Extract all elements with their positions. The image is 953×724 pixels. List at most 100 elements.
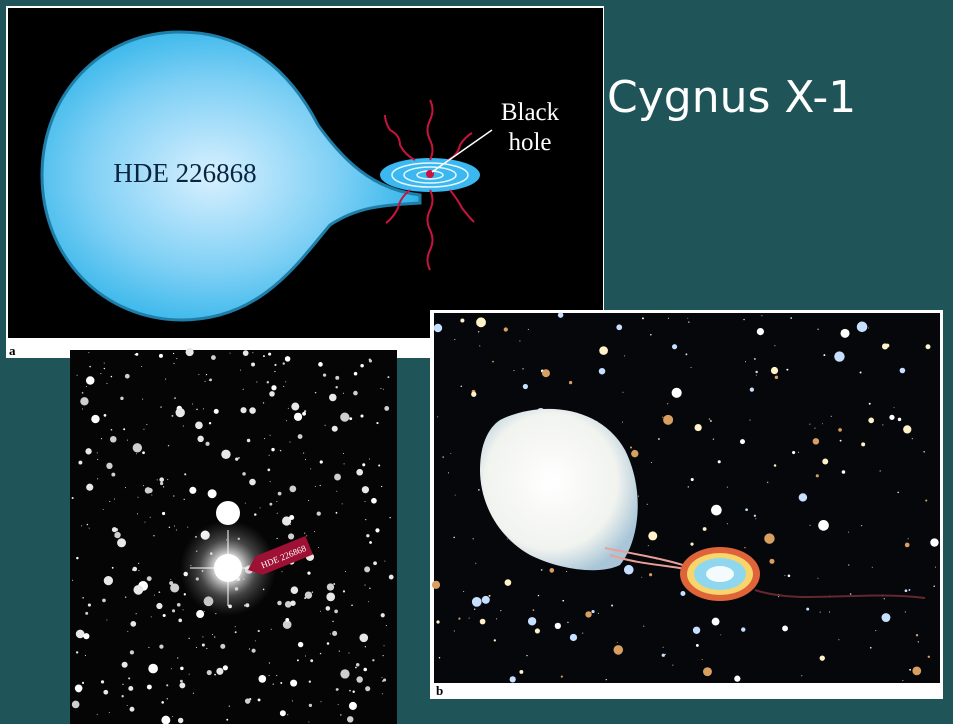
star-dot [85, 655, 86, 656]
star-dot [307, 571, 310, 574]
star-dot [138, 587, 139, 588]
star-dot [138, 570, 139, 571]
star-dot [745, 508, 748, 511]
star-dot [97, 478, 98, 479]
star-dot [667, 403, 668, 404]
star-dot [170, 583, 179, 592]
star-dot [923, 451, 924, 452]
star-dot [172, 716, 173, 717]
star-dot [153, 535, 154, 536]
star-dot [348, 652, 349, 653]
star-dot [814, 428, 815, 429]
star-dot [160, 406, 161, 407]
star-dot [869, 403, 871, 405]
star-dot [905, 543, 910, 548]
star-dot [475, 563, 476, 564]
star-dot [582, 633, 583, 634]
star-dot [569, 381, 572, 384]
star-dot [720, 634, 721, 635]
star-dot [336, 491, 337, 492]
star-dot [685, 353, 687, 355]
star-dot [926, 344, 931, 349]
star-dot [243, 350, 249, 356]
star-dot [189, 487, 196, 494]
star-dot [448, 472, 449, 473]
star-dot [386, 625, 387, 626]
star-dot [570, 634, 577, 641]
star-dot [171, 415, 173, 417]
star-dot [104, 368, 105, 369]
star-dot [352, 691, 354, 693]
star-dot [894, 407, 895, 408]
star-dot [816, 474, 819, 477]
star-dot [156, 603, 162, 609]
star-dot [365, 686, 370, 691]
star-dot [75, 684, 83, 692]
star-dot [178, 718, 183, 723]
star-dot [872, 567, 873, 568]
star-dot [138, 497, 139, 498]
star-dot [308, 721, 309, 722]
star-dot [220, 644, 225, 649]
star-dot [130, 707, 135, 712]
star-dot [810, 525, 811, 526]
star-dot [76, 630, 85, 639]
star-dot [366, 534, 369, 537]
figure-label: a [9, 343, 16, 358]
star-dot [122, 684, 123, 685]
star-dot [133, 443, 142, 452]
star-dot [786, 369, 788, 371]
star-dot [606, 679, 607, 680]
star-dot [147, 686, 148, 687]
star-dot [226, 719, 228, 721]
star-dot [325, 425, 326, 426]
star-dot [513, 370, 514, 371]
star-dot [349, 417, 352, 420]
star-dot [83, 633, 89, 639]
star-dot [798, 452, 799, 453]
star-dot [340, 714, 341, 715]
star-dot [230, 353, 231, 354]
star-dot [290, 680, 297, 687]
star-dot [329, 394, 337, 402]
star-dot [306, 535, 307, 536]
star-dot [344, 463, 345, 464]
star-dot [389, 517, 390, 518]
star-dot [838, 428, 842, 432]
star-dot [354, 372, 358, 376]
star-dot [305, 591, 312, 598]
star-dot [908, 538, 909, 539]
star-dot [727, 487, 728, 488]
star-dot [690, 367, 691, 368]
star-dot [774, 464, 777, 467]
star-dot [662, 417, 663, 418]
star-dot [285, 356, 290, 361]
star-dot [356, 663, 360, 667]
star-dot [823, 354, 825, 356]
star-dot [359, 633, 368, 642]
star-dot [460, 318, 464, 322]
star-dot [343, 453, 344, 454]
star-dot [455, 495, 456, 496]
star-dot [159, 477, 164, 482]
star-dot [817, 578, 818, 579]
star-dot [315, 392, 317, 394]
star-dot [631, 450, 638, 457]
star-dot [702, 659, 703, 660]
figure-label: b [436, 683, 443, 698]
star-dot [252, 352, 253, 353]
star-dot [143, 485, 144, 486]
star-dot [198, 374, 199, 375]
star-dot [145, 487, 151, 493]
star-dot [688, 321, 689, 322]
star-dot [159, 354, 163, 358]
star-dot [624, 355, 625, 356]
star-dot [345, 571, 346, 572]
star-dot [651, 462, 652, 463]
star-dot [757, 328, 764, 335]
star-dot [905, 611, 906, 612]
star-dot [343, 590, 345, 592]
star-dot [461, 385, 463, 387]
star-dot [523, 384, 528, 389]
star-dot [703, 527, 707, 531]
